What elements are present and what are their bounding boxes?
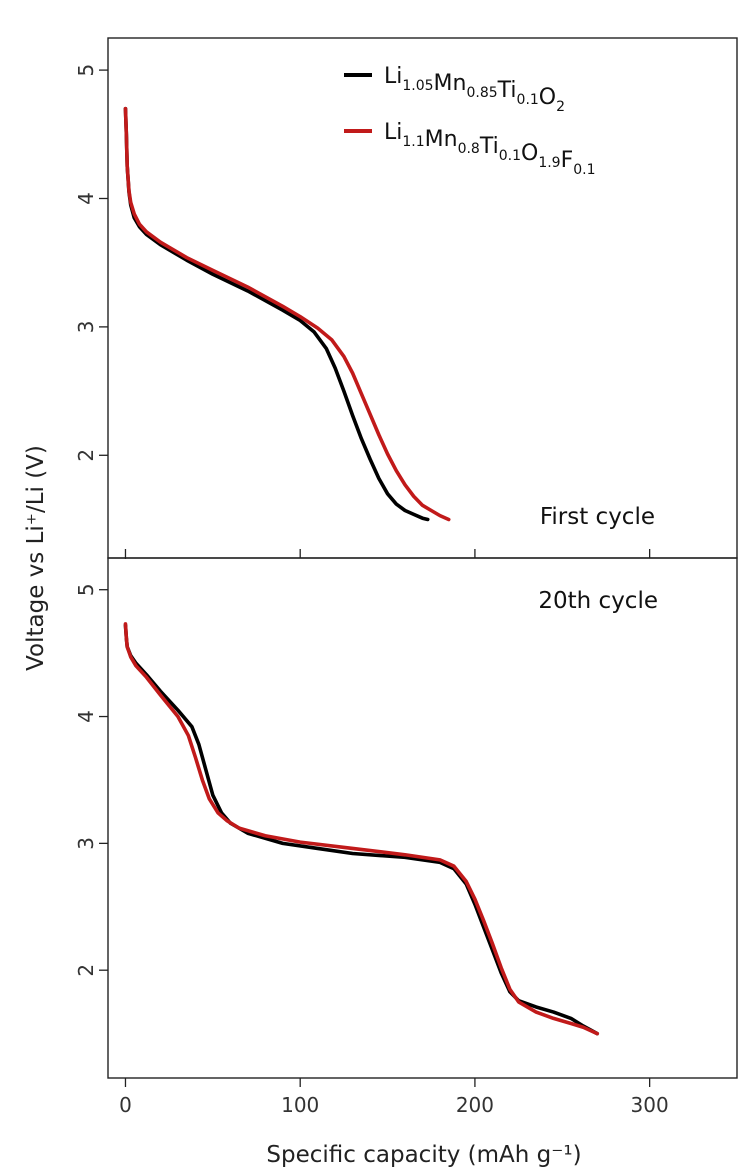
bottom-panel: 2 3 4 5 20th cycle bbox=[74, 557, 738, 1079]
legend-entry: Li1.05Mn0.85Ti0.1O2 bbox=[384, 64, 565, 115]
y-tick-label: 3 bbox=[74, 837, 98, 850]
y-tick-label: 4 bbox=[74, 710, 98, 723]
x-tick-label: 300 bbox=[631, 1093, 669, 1117]
y-tick-label: 5 bbox=[74, 64, 98, 77]
y-tick-label: 4 bbox=[74, 192, 98, 205]
y-tick-label: 2 bbox=[74, 449, 98, 462]
x-tick-label: 0 bbox=[119, 1093, 132, 1117]
series-line bbox=[123, 106, 451, 522]
series-line bbox=[123, 622, 600, 1036]
bottom-panel-frame bbox=[107, 557, 738, 1079]
legend: Li1.05Mn0.85Ti0.1O2Li1.1Mn0.8Ti0.1O1.9F0… bbox=[344, 64, 596, 178]
top-panel: 2 3 4 5 First cycle Li1.05Mn0.85Ti0.1O2Li1.… bbox=[74, 37, 738, 559]
x-tick-label: 100 bbox=[281, 1093, 319, 1117]
first-cycle-label: First cycle bbox=[540, 504, 655, 530]
y-tick-label: 2 bbox=[74, 964, 98, 977]
legend-entry: Li1.1Mn0.8Ti0.1O1.9F0.1 bbox=[384, 120, 596, 178]
x-tick-label: 200 bbox=[456, 1093, 494, 1117]
twentieth-cycle-label: 20th cycle bbox=[538, 588, 658, 614]
top-panel-frame bbox=[107, 37, 738, 559]
series-line bbox=[123, 106, 430, 522]
y-tick-label: 3 bbox=[74, 321, 98, 334]
y-axis-title: Voltage vs Li⁺/Li (V) bbox=[23, 445, 49, 671]
series-line bbox=[123, 623, 600, 1036]
x-axis-title: Specific capacity (mAh g⁻¹) bbox=[266, 1142, 581, 1168]
y-tick-label: 5 bbox=[74, 583, 98, 596]
